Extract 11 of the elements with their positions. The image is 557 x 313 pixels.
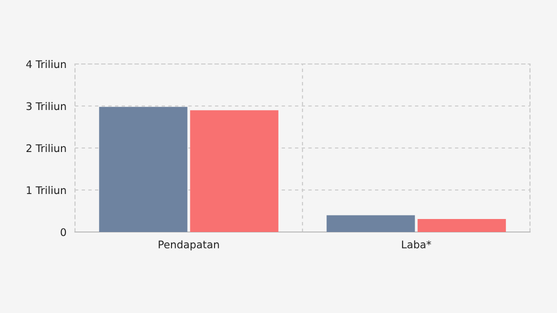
bar: [99, 106, 188, 232]
y-tick-label: 4 Triliun: [26, 60, 66, 68]
x-tick-label: Pendapatan: [158, 240, 219, 250]
x-tick-label: Laba*: [402, 240, 432, 248]
y-tick-label: 2 Triliun: [26, 144, 66, 152]
bar: [326, 215, 415, 232]
y-tick-label: 0: [60, 228, 66, 236]
bar: [190, 110, 278, 232]
bar: [418, 218, 506, 232]
y-tick-label: 3 Triliun: [26, 102, 66, 110]
y-tick-label: 1 Triliun: [26, 186, 66, 194]
